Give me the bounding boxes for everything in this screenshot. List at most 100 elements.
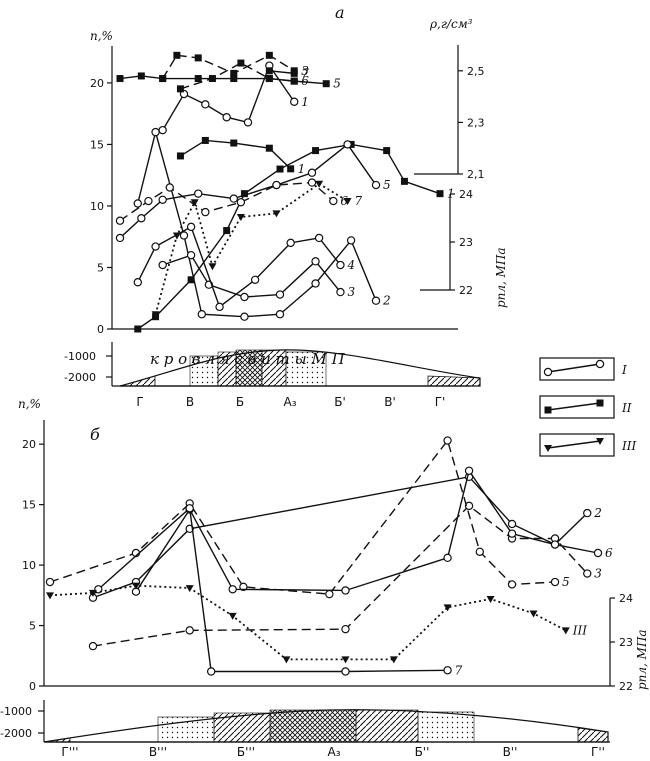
panel-b-pressure-tick-24: 24 (619, 592, 633, 605)
panel-a-point-4-3 (215, 302, 224, 312)
panel-a-density-point-1-4 (243, 118, 253, 127)
panel-a-point-7-4 (236, 214, 245, 222)
panel-b-series-7-4: 7 (94, 504, 463, 677)
panel-a-zone-3: А₃ (283, 395, 296, 409)
panel-a-point-3-5 (311, 257, 320, 266)
panel-a-point-7-1 (172, 232, 181, 240)
panel-b-point-III-9 (486, 595, 495, 603)
panel-a-density-point-7-0 (265, 67, 273, 75)
panel-a-point-2-6 (311, 279, 320, 288)
panel-b-series-label-3: 3 (594, 567, 602, 581)
panel-a-point-7-0 (151, 311, 160, 319)
legend-label-III: III (621, 439, 636, 453)
panel-a-pressure-tick-24: 24 (459, 188, 473, 201)
panel-b-point-III-2 (131, 582, 140, 590)
panel-a-point-6-7 (329, 196, 338, 206)
panel-b-left-tick-15: 15 (22, 499, 36, 512)
panel-b-zone-2: Б''' (237, 745, 255, 759)
panel-b-series-III-5: III (46, 582, 587, 664)
panel-a-series-3-2: 3 (158, 250, 355, 302)
panel-a-density-point-1-0 (158, 125, 167, 135)
panel-b-point-III-4 (228, 612, 237, 620)
panel-b-left-tick-5: 5 (29, 620, 36, 633)
panel-b-series-label-7: 7 (455, 663, 463, 677)
panel-a-point-2-8 (371, 296, 381, 305)
panel-a-density-point-1-0 (176, 152, 184, 160)
panel-a-point-2-0 (133, 199, 142, 208)
panel-a-series-label-5: 5 (383, 178, 391, 192)
panel-a-series-4-3: 4 (133, 222, 355, 312)
panel-a-density-point-1-6 (290, 97, 299, 106)
panel-a-density-point-6-2 (237, 59, 245, 67)
panel-a-point-1-10 (436, 190, 444, 198)
panel-a-density-point-3-4 (265, 51, 273, 59)
panel-b-pressure-tick-23: 23 (619, 636, 633, 649)
panel-a-density-point-1-3 (265, 144, 273, 152)
panel-b-point-5-8 (550, 577, 560, 587)
panel-b-point-2-6 (583, 508, 592, 518)
panel-a-point-1-8 (383, 147, 391, 155)
panel-b-pressure-ticks: 22 23 24 (610, 592, 633, 693)
panel-b-y-left-label: n,% (18, 397, 41, 411)
panel-a-point-1-6 (312, 147, 320, 155)
panel-a-point-6-6 (307, 178, 317, 187)
panel-b-line-5 (49, 439, 556, 595)
panel-b-point-2-4 (507, 519, 517, 529)
panel-a-point-5-4 (229, 194, 238, 203)
panel-a-pressure-ticks: 22 23 24 (450, 188, 473, 297)
panel-b-point-6-4 (443, 553, 452, 563)
panel-b-left-ticks: 0 5 10 15 20 (22, 438, 44, 693)
panel-a-series-label-1: 1 (447, 187, 455, 201)
panel-a-point-5-2 (158, 195, 167, 205)
panel-a-point-1-4 (240, 190, 248, 198)
panel-a-point-4-1 (151, 242, 160, 251)
panel-a-left-tick-10: 10 (90, 200, 104, 213)
panel-b-zone-6: Г'' (591, 745, 605, 759)
panel-b-zone-labels: Г''' В''' Б''' А₃ Б'' В'' Г'' (61, 745, 605, 759)
panel-a-series-7-6: 7 (151, 180, 363, 319)
panel-a-density-point-3-1 (173, 51, 181, 59)
panel-a-point-4-7 (336, 260, 345, 270)
panel-a-point-5-1 (137, 214, 146, 223)
panel-a-series-label-4: 4 (346, 258, 355, 272)
panel-a-series-label-2: 2 (382, 294, 391, 308)
panel-a-density-point-3-2 (194, 54, 202, 62)
panel-a-profile-tick-2000: -2000 (64, 371, 96, 384)
panel-a-point-1-0 (134, 325, 142, 333)
panel-a-density-point-5-2 (159, 75, 167, 83)
panel-a-left-tick-0: 0 (97, 323, 104, 336)
panel-a-point-2-3 (197, 310, 206, 319)
panel-b-point-3-1 (185, 626, 194, 635)
panel-a-density-line-3 (162, 54, 295, 79)
panel-b-point-3-6 (583, 569, 592, 578)
panel-b-point-3-3 (464, 501, 474, 511)
panel-b-line-III (49, 584, 567, 661)
panel-b-point-5-5 (443, 436, 452, 445)
panel-b-zone-1: В''' (149, 745, 167, 759)
panel-a-density-line-6 (180, 62, 295, 90)
panel-b-point-5-7 (507, 580, 517, 589)
panel-b-pressure-tick-22: 22 (619, 680, 633, 693)
panel-a-density-point-6-1 (208, 75, 216, 83)
legend: I II III (539, 357, 636, 457)
panel-a-point-2-7 (346, 236, 356, 245)
panel-b-point-III-7 (389, 656, 398, 664)
panel-a-point-6-3 (201, 207, 210, 217)
panel-a-density-tick-2,3: 2,3 (467, 116, 485, 129)
panel-b-point-7-3 (341, 667, 350, 676)
panel-b-point-6-8 (593, 548, 603, 558)
panel-a-point-3-4 (275, 290, 285, 299)
panel-a-y-pressure-label: pпл, МПа (494, 247, 508, 308)
panel-a-density-line-7 (269, 70, 295, 75)
panel-b-profile: -1000 -2000 (0, 700, 610, 743)
panel-a-point-7-3 (208, 263, 217, 271)
panel-a-series-2-1: 2 (133, 127, 391, 321)
panel-b-series-5-2: 5 (45, 436, 570, 599)
panel-a-point-4-4 (250, 275, 260, 284)
panel-b-point-III-0 (46, 592, 54, 600)
panel-a-series: 1 2 3 4 5 6 7 (115, 127, 455, 333)
panel-b-point-III-10 (529, 610, 538, 618)
panel-a-density-series-6-3: 6 (176, 59, 309, 93)
legend-label-II: II (621, 401, 632, 415)
